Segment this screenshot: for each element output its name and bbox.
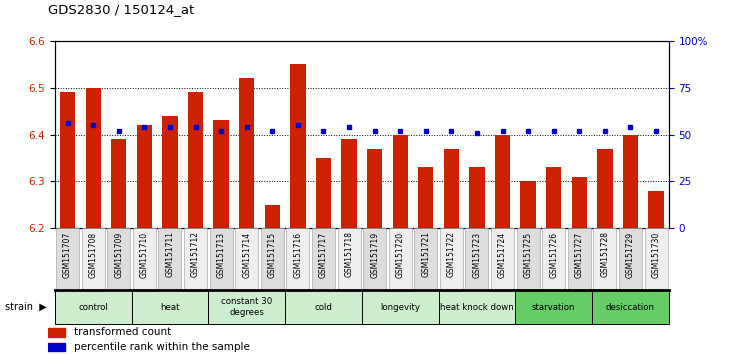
Text: GSM151718: GSM151718 <box>344 232 354 278</box>
Bar <box>159 228 181 290</box>
Bar <box>287 228 309 290</box>
Bar <box>439 290 515 324</box>
Bar <box>338 228 360 290</box>
Bar <box>341 139 357 228</box>
Bar <box>440 228 463 290</box>
Text: GSM151711: GSM151711 <box>165 232 175 278</box>
Bar <box>316 158 331 228</box>
Bar <box>414 228 437 290</box>
Bar <box>55 290 132 324</box>
Text: GDS2830 / 150124_at: GDS2830 / 150124_at <box>48 3 194 16</box>
Text: GSM151722: GSM151722 <box>447 232 456 278</box>
Bar <box>597 149 613 228</box>
Text: heat: heat <box>160 303 180 312</box>
Bar <box>162 116 178 228</box>
Bar <box>546 167 561 228</box>
Bar <box>111 139 126 228</box>
Text: GSM151712: GSM151712 <box>191 232 200 278</box>
Bar <box>444 149 459 228</box>
Bar <box>520 181 536 228</box>
Bar <box>517 228 539 290</box>
Text: GSM151710: GSM151710 <box>140 232 149 278</box>
Bar <box>213 120 229 228</box>
Bar <box>619 228 642 290</box>
Text: heat knock down: heat knock down <box>440 303 514 312</box>
Bar <box>515 290 592 324</box>
Bar <box>418 167 433 228</box>
Text: GSM151727: GSM151727 <box>575 232 584 278</box>
Bar <box>208 290 285 324</box>
Text: GSM151730: GSM151730 <box>651 232 661 278</box>
Bar <box>82 228 105 290</box>
Text: cold: cold <box>314 303 333 312</box>
Bar <box>568 228 591 290</box>
Bar <box>210 228 232 290</box>
Bar <box>188 92 203 228</box>
Bar <box>362 290 439 324</box>
Text: GSM151720: GSM151720 <box>395 232 405 278</box>
Bar <box>648 191 664 228</box>
Bar <box>367 149 382 228</box>
Text: strain  ▶: strain ▶ <box>5 302 47 312</box>
Text: control: control <box>78 303 108 312</box>
Bar <box>239 78 254 228</box>
Bar <box>495 135 510 228</box>
Text: transformed count: transformed count <box>74 327 171 337</box>
Text: GSM151708: GSM151708 <box>88 232 98 278</box>
Bar <box>393 135 408 228</box>
Bar <box>48 328 65 337</box>
Bar <box>60 92 75 228</box>
Text: GSM151709: GSM151709 <box>114 232 124 278</box>
Bar <box>312 228 335 290</box>
Bar <box>290 64 306 228</box>
Bar <box>645 228 667 290</box>
Bar <box>491 228 514 290</box>
Bar <box>285 290 362 324</box>
Bar <box>184 228 207 290</box>
Text: GSM151717: GSM151717 <box>319 232 328 278</box>
Bar <box>389 228 412 290</box>
Bar <box>86 87 101 228</box>
Text: GSM151725: GSM151725 <box>523 232 533 278</box>
Text: GSM151707: GSM151707 <box>63 232 72 278</box>
Bar <box>469 167 485 228</box>
Bar <box>107 228 130 290</box>
Bar <box>261 228 284 290</box>
Bar <box>265 205 280 228</box>
Bar <box>466 228 488 290</box>
Text: GSM151723: GSM151723 <box>472 232 482 278</box>
Bar <box>572 177 587 228</box>
Bar <box>363 228 386 290</box>
Bar <box>592 290 669 324</box>
Text: GSM151714: GSM151714 <box>242 232 251 278</box>
Bar <box>48 343 65 351</box>
Text: GSM151728: GSM151728 <box>600 232 610 278</box>
Text: GSM151716: GSM151716 <box>293 232 303 278</box>
Bar <box>137 125 152 228</box>
Bar <box>235 228 258 290</box>
Bar <box>542 228 565 290</box>
Bar <box>133 228 156 290</box>
Text: GSM151713: GSM151713 <box>216 232 226 278</box>
Bar <box>594 228 616 290</box>
Text: constant 30
degrees: constant 30 degrees <box>221 297 273 317</box>
Bar <box>623 135 638 228</box>
Text: percentile rank within the sample: percentile rank within the sample <box>74 342 250 352</box>
Text: GSM151724: GSM151724 <box>498 232 507 278</box>
Text: GSM151719: GSM151719 <box>370 232 379 278</box>
Bar <box>132 290 208 324</box>
Text: longevity: longevity <box>380 303 420 312</box>
Text: GSM151721: GSM151721 <box>421 232 431 278</box>
Text: GSM151726: GSM151726 <box>549 232 558 278</box>
Bar <box>56 228 79 290</box>
Text: desiccation: desiccation <box>606 303 655 312</box>
Text: starvation: starvation <box>532 303 575 312</box>
Text: GSM151715: GSM151715 <box>268 232 277 278</box>
Text: GSM151729: GSM151729 <box>626 232 635 278</box>
